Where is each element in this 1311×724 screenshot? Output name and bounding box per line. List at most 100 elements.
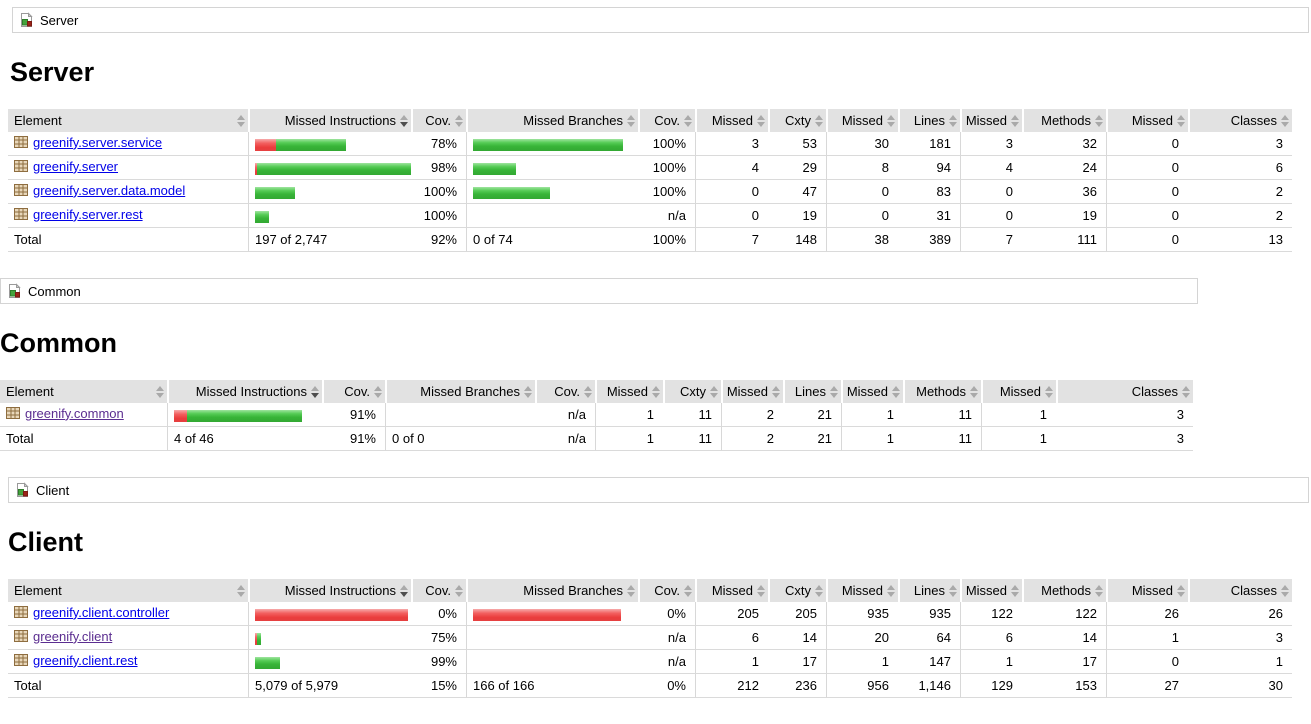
column-label: Missed Branches [523,113,623,128]
instructions-cov-cell: 100% [411,204,466,228]
header-row: Element Missed Instructions Cov. Missed Bra… [8,579,1292,602]
package-link[interactable]: greenify.client.controller [14,605,169,620]
coverage-bar [255,210,269,223]
total-row: Total 5,079 of 5,979 15% 166 of 166 0% 212 236… [8,674,1292,698]
column-header-missed[interactable]: Missed [695,579,768,602]
column-header-cxty[interactable]: Cxty [768,579,826,602]
sort-arrows-icon [949,114,957,127]
metric-cell: 0 [960,180,1022,204]
column-header-cov[interactable]: Cov. [638,109,695,132]
column-header-element[interactable]: Element [8,109,248,132]
sort-arrows-icon [455,114,463,127]
column-header-classes[interactable]: Classes [1188,579,1292,602]
column-header-cov[interactable]: Cov. [322,380,385,403]
column-header-missed[interactable]: Missed [826,579,898,602]
column-header-lines[interactable]: Lines [783,380,841,403]
metric-cell: 36 [1022,180,1106,204]
column-header-missed-instructions[interactable]: Missed Instructions [248,109,411,132]
total-branches-cov-cell: n/a [535,427,595,451]
column-header-element[interactable]: Element [8,579,248,602]
package-icon [14,159,28,173]
column-header-missed[interactable]: Missed [695,109,768,132]
total-label-cell: Total [0,427,167,451]
metric-cell: 24 [1022,156,1106,180]
column-header-missed[interactable]: Missed [841,380,903,403]
metric-cell: 0 [1106,204,1188,228]
column-label: Cov. [654,583,680,598]
column-header-missed[interactable]: Missed [1106,109,1188,132]
package-link[interactable]: greenify.server.data.model [14,183,185,198]
column-header-missed[interactable]: Missed [960,579,1022,602]
column-header-missed[interactable]: Missed [595,380,663,403]
metric-cell: 19 [1022,204,1106,228]
total-metric-cell: 1,146 [898,674,960,698]
column-header-classes[interactable]: Classes [1056,380,1193,403]
column-header-missed-instructions[interactable]: Missed Instructions [167,380,322,403]
metric-cell: 94 [898,156,960,180]
column-header-cov[interactable]: Cov. [638,579,695,602]
column-label: Cxty [680,384,706,399]
column-header-classes[interactable]: Classes [1188,109,1292,132]
column-header-missed-branches[interactable]: Missed Branches [466,579,638,602]
coverage-bar [255,162,411,175]
coverage-bar [473,162,516,175]
instructions-bar-cell [248,626,411,650]
column-header-cxty[interactable]: Cxty [768,109,826,132]
column-label: Missed Branches [420,384,520,399]
sort-arrows-icon [684,114,692,127]
branches-bar-cell [466,650,638,674]
coverage-table: Element Missed Instructions Cov. Missed Bra… [0,380,1193,451]
column-header-missed[interactable]: Missed [721,380,783,403]
covered-bar [255,656,280,669]
element-cell: greenify.client [8,626,248,650]
total-metric-cell: 1 [981,427,1056,451]
column-header-missed[interactable]: Missed [981,380,1056,403]
metric-cell: 3 [960,132,1022,156]
column-header-cov[interactable]: Cov. [535,380,595,403]
breadcrumb-label[interactable]: Common [28,283,81,299]
total-metric-cell: 7 [695,228,768,252]
sort-arrows-icon [1177,114,1185,127]
column-header-cov[interactable]: Cov. [411,109,466,132]
package-link[interactable]: greenify.server.rest [14,207,143,222]
column-header-lines[interactable]: Lines [898,579,960,602]
package-icon [14,207,28,221]
breadcrumb-label[interactable]: Client [36,482,70,498]
package-link[interactable]: greenify.common [6,406,124,421]
column-label: Missed [606,384,648,399]
column-label: Cov. [344,384,370,399]
metric-cell: 1 [981,403,1056,427]
metric-cell: 17 [1022,650,1106,674]
sort-arrows-icon [374,385,382,398]
column-header-lines[interactable]: Lines [898,109,960,132]
column-header-methods[interactable]: Methods [1022,579,1106,602]
sort-arrows-icon [627,114,635,127]
package-link[interactable]: greenify.client [14,629,112,644]
coverage-bar [255,656,280,669]
package-link[interactable]: greenify.server [14,159,118,174]
column-header-missed[interactable]: Missed [1106,579,1188,602]
column-header-missed[interactable]: Missed [960,109,1022,132]
package-link[interactable]: greenify.server.service [14,135,162,150]
metric-cell: 30 [826,132,898,156]
column-header-missed-instructions[interactable]: Missed Instructions [248,579,411,602]
column-header-missed-branches[interactable]: Missed Branches [466,109,638,132]
covered-bar [257,632,261,645]
total-metric-cell: 3 [1056,427,1193,451]
column-header-cov[interactable]: Cov. [411,579,466,602]
column-header-missed[interactable]: Missed [826,109,898,132]
column-header-element[interactable]: Element [0,380,167,403]
metric-cell: 0 [1106,156,1188,180]
package-link[interactable]: greenify.client.rest [14,653,138,668]
coverage-bar [255,608,408,621]
column-header-missed-branches[interactable]: Missed Branches [385,380,535,403]
column-label: Element [14,583,62,598]
instructions-bar-cell [248,156,411,180]
breadcrumb-label[interactable]: Server [40,12,79,28]
column-header-methods[interactable]: Methods [1022,109,1106,132]
column-header-cxty[interactable]: Cxty [663,380,721,403]
breadcrumb: Common [0,278,1198,304]
column-header-methods[interactable]: Methods [903,380,981,403]
column-label: Missed Instructions [284,583,396,598]
instructions-cov-cell: 91% [322,403,385,427]
